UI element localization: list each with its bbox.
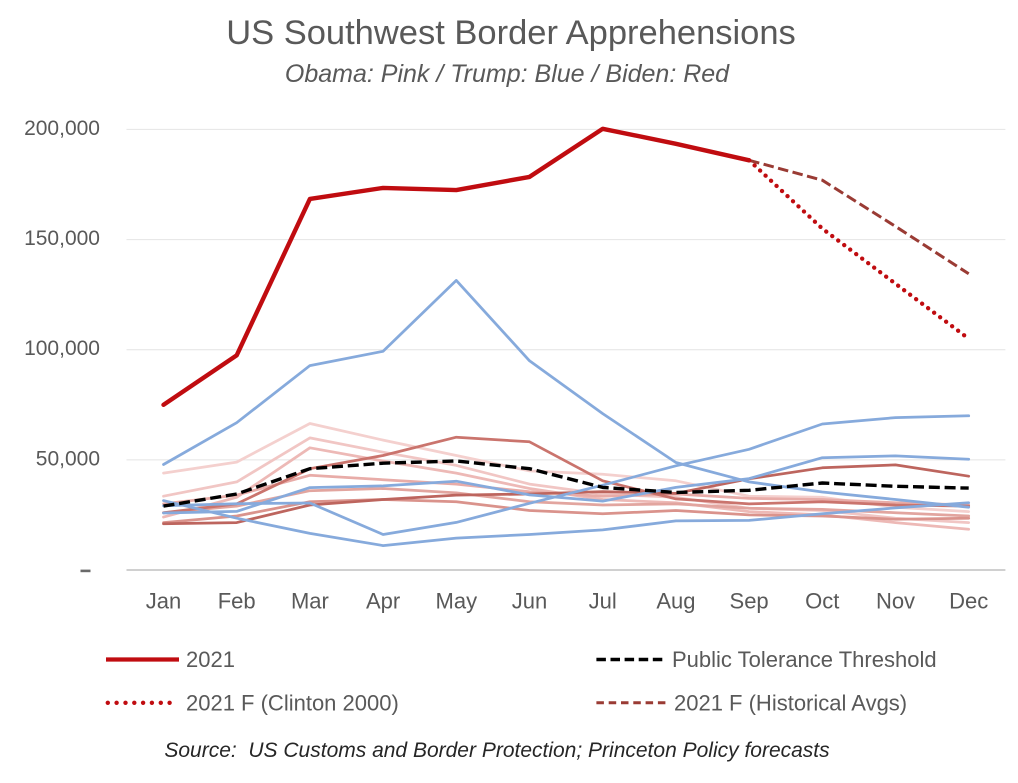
svg-text:Source: US Customs and Border: Source: US Customs and Border Protection… xyxy=(164,739,830,762)
svg-text:Jun: Jun xyxy=(512,589,547,614)
svg-text:Sep: Sep xyxy=(730,589,769,614)
svg-text:Jul: Jul xyxy=(589,589,617,614)
svg-text:US Southwest Border Apprehensi: US Southwest Border Apprehensions xyxy=(226,14,796,52)
svg-text:Aug: Aug xyxy=(656,589,695,614)
svg-text:Dec: Dec xyxy=(949,589,988,614)
svg-text:Obama: Pink / Trump: Blue / Bi: Obama: Pink / Trump: Blue / Biden: Red xyxy=(285,60,730,88)
svg-text:Oct: Oct xyxy=(805,589,839,614)
svg-text:2021 F (Historical Avgs): 2021 F (Historical Avgs) xyxy=(674,690,907,715)
svg-text:Nov: Nov xyxy=(876,589,915,614)
svg-text:Apr: Apr xyxy=(366,589,400,614)
svg-text:Jan: Jan xyxy=(146,589,181,614)
svg-text:Feb: Feb xyxy=(218,589,256,614)
svg-text:Public Tolerance Threshold: Public Tolerance Threshold xyxy=(672,647,937,672)
svg-text:2021 F (Clinton 2000): 2021 F (Clinton 2000) xyxy=(186,690,399,715)
svg-text:Mar: Mar xyxy=(291,589,329,614)
svg-text:2021: 2021 xyxy=(186,647,235,672)
svg-text:50,000: 50,000 xyxy=(36,447,100,470)
svg-text:150,000: 150,000 xyxy=(24,227,100,250)
svg-text:May: May xyxy=(436,589,478,614)
svg-text:200,000: 200,000 xyxy=(24,117,100,140)
svg-text:100,000: 100,000 xyxy=(24,337,100,360)
